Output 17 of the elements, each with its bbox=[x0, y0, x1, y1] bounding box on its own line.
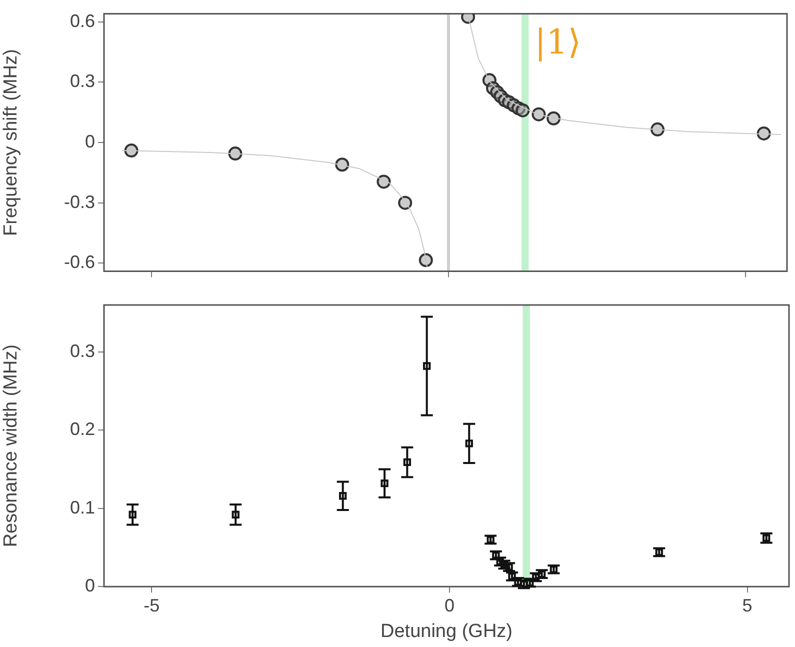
y-tick-label: 0.3 bbox=[70, 71, 95, 92]
band-label: |1⟩ bbox=[534, 22, 582, 63]
x-axis-title: Detuning (GHz) bbox=[380, 620, 512, 642]
x-tick-label: -5 bbox=[144, 595, 160, 616]
y-tick-label: -0.6 bbox=[64, 252, 95, 272]
y-tick-label: 0.3 bbox=[70, 340, 95, 361]
x-tick-label: 0 bbox=[444, 595, 454, 616]
x-tick-label: 5 bbox=[742, 595, 752, 616]
y-axis-title: Frequency shift (MHz) bbox=[0, 49, 22, 236]
y-tick-label: 0.6 bbox=[70, 10, 95, 31]
y-tick-label: 0 bbox=[84, 131, 95, 152]
point bbox=[516, 103, 530, 118]
y-tick-label: 0.2 bbox=[70, 419, 95, 440]
y-tick-label: 0.1 bbox=[70, 497, 95, 518]
y-tick-label: -0.3 bbox=[64, 192, 95, 212]
y-tick-label: 0 bbox=[84, 576, 95, 596]
y-axis-title: Resonance width (MHz) bbox=[0, 344, 22, 548]
